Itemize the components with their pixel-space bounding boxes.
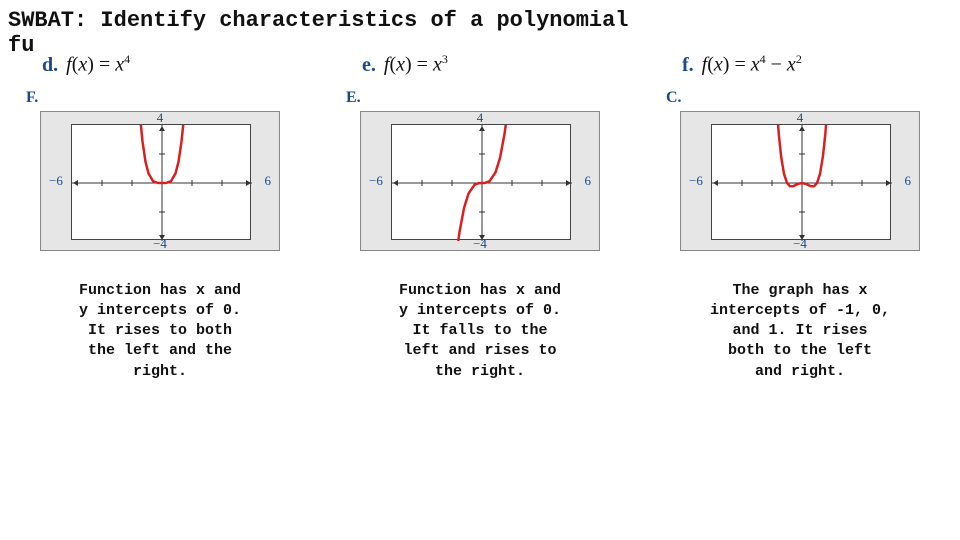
- function-e: e. f(x) = x3: [362, 52, 634, 77]
- axis-left: −6: [689, 173, 703, 189]
- graph-frame-e: 4 −4 −6 6: [360, 111, 600, 251]
- graph-letter-e: E.: [346, 89, 634, 107]
- column-e: e. f(x) = x3 E. 4 −4 −6 6 Function has x…: [320, 52, 640, 382]
- graph-letter-c: C.: [666, 89, 954, 107]
- page-title: SWBAT: Identify characteristics of a pol…: [8, 8, 629, 58]
- axis-right: 6: [905, 173, 912, 189]
- desc-e: Function has x and y intercepts of 0. It…: [326, 281, 634, 382]
- func-letter-d: d.: [42, 54, 58, 77]
- func-expr-f: f(x) = x4 − x2: [702, 52, 802, 77]
- func-expr-e: f(x) = x3: [384, 52, 448, 77]
- axis-right: 6: [585, 173, 592, 189]
- axis-left: −6: [369, 173, 383, 189]
- function-f: f. f(x) = x4 − x2: [682, 52, 954, 77]
- plot-e: [391, 124, 571, 240]
- function-d: d. f(x) = x4: [42, 52, 314, 77]
- desc-f: The graph has x intercepts of -1, 0, and…: [646, 281, 954, 382]
- column-d: d. f(x) = x4 F. 4 −4 −6 6 Function has x…: [0, 52, 320, 382]
- axis-left: −6: [49, 173, 63, 189]
- plot-d: [71, 124, 251, 240]
- graph-letter-f: F.: [26, 89, 314, 107]
- graph-frame-d: 4 −4 −6 6: [40, 111, 280, 251]
- columns-container: d. f(x) = x4 F. 4 −4 −6 6 Function has x…: [0, 52, 960, 382]
- func-expr-d: f(x) = x4: [66, 52, 130, 77]
- column-f: f. f(x) = x4 − x2 C. 4 −4 −6 6 The graph…: [640, 52, 960, 382]
- func-letter-f: f.: [682, 54, 694, 77]
- axis-right: 6: [265, 173, 272, 189]
- desc-d: Function has x and y intercepts of 0. It…: [6, 281, 314, 382]
- graph-frame-f: 4 −4 −6 6: [680, 111, 920, 251]
- func-letter-e: e.: [362, 54, 376, 77]
- plot-f: [711, 124, 891, 240]
